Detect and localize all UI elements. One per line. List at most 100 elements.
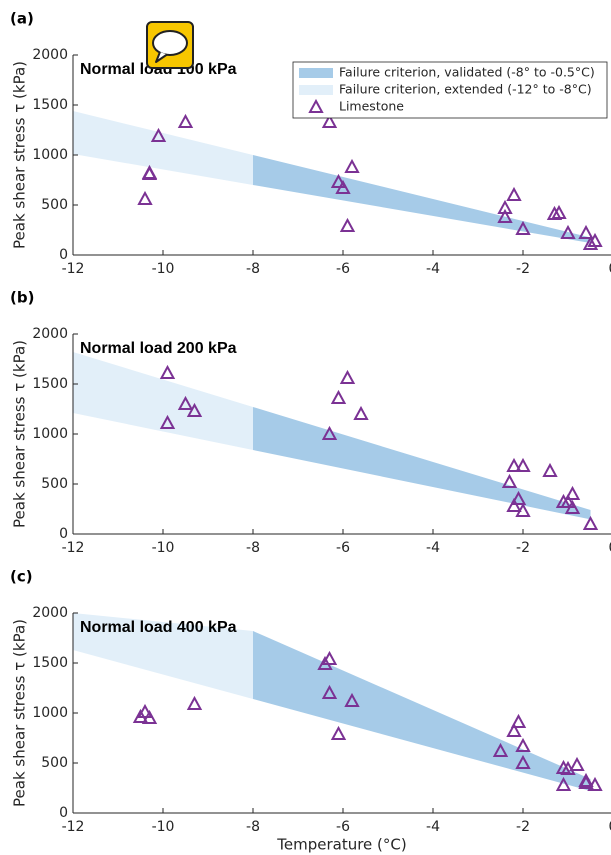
limestone-point xyxy=(137,190,153,205)
x-tick-label: -12 xyxy=(62,261,85,277)
limestone-point xyxy=(159,414,176,429)
y-tick-label: 1500 xyxy=(32,97,68,113)
plot-area xyxy=(73,613,603,791)
limestone-point xyxy=(551,204,567,219)
legend-marker xyxy=(308,98,324,113)
limestone-point xyxy=(339,217,356,232)
x-tick-label: 0 xyxy=(609,261,611,277)
limestone-point xyxy=(506,186,522,201)
limestone-point xyxy=(150,127,167,142)
plots: 0 500 1000 1500 2000 -12 -10 -8 -6 -4 -2 0 (a) Normal… xyxy=(10,10,611,854)
legend-label: Failure criterion, validated (-8° to -0.… xyxy=(339,65,595,80)
limestone-point xyxy=(330,173,347,188)
x-tick-label: -2 xyxy=(516,261,530,277)
y-tick-label: 1500 xyxy=(32,376,68,392)
y-tick-label: 0 xyxy=(59,526,68,542)
x-tick-label: -10 xyxy=(152,540,175,556)
icon-tail[interactable] xyxy=(155,51,168,63)
limestone-point xyxy=(321,113,338,128)
limestone-point xyxy=(159,364,176,379)
x-axis-label: Temperature (°C) xyxy=(276,836,406,854)
limestone-point xyxy=(321,425,338,440)
limestone-point xyxy=(582,515,599,530)
legend-swatch xyxy=(299,68,333,78)
x-tick-label: -8 xyxy=(246,261,260,277)
limestone-point xyxy=(569,756,585,771)
limestone-point xyxy=(510,490,527,505)
panel-label: (b) xyxy=(10,289,34,307)
limestone-point xyxy=(564,485,581,500)
criterion-band xyxy=(253,631,591,791)
legend-label: Failure criterion, extended (-12° to -8°… xyxy=(339,82,592,97)
y-tick-label: 2000 xyxy=(32,47,68,63)
x-tick-label: -2 xyxy=(516,540,530,556)
x-tick-label: -12 xyxy=(62,540,85,556)
x-tick-label: -4 xyxy=(426,819,440,835)
limestone-point xyxy=(510,713,527,728)
limestone-point xyxy=(542,462,558,477)
limestone-point xyxy=(515,502,531,517)
plot-area xyxy=(73,98,603,250)
limestone-point xyxy=(501,473,518,488)
limestone-point xyxy=(353,405,369,420)
limestone-point xyxy=(555,776,572,791)
x-tick-label: -4 xyxy=(426,540,440,556)
panel-title: Normal load 400 kPa xyxy=(80,619,237,636)
y-axis-label: Peak shear stress τ (kPa) xyxy=(11,340,29,528)
limestone-point xyxy=(564,499,581,514)
panel-label: (a) xyxy=(10,10,34,28)
limestone-point xyxy=(137,703,153,718)
panel-title: Normal load 100 kPa xyxy=(80,61,237,78)
x-tick-label: -6 xyxy=(336,819,350,835)
limestone-point xyxy=(506,722,522,737)
limestone-point xyxy=(497,208,513,223)
x-tick-label: 0 xyxy=(609,819,611,835)
limestone-point xyxy=(515,737,531,752)
limestone-point xyxy=(587,776,603,791)
limestone-point xyxy=(177,395,194,410)
limestone-point xyxy=(339,369,356,384)
legend-label: Limestone xyxy=(339,99,404,114)
x-tick-label: 0 xyxy=(609,540,611,556)
x-tick-label: -6 xyxy=(336,540,350,556)
y-tick-label: 2000 xyxy=(32,326,68,342)
y-tick-label: 1500 xyxy=(32,655,68,671)
y-tick-label: 500 xyxy=(41,476,68,492)
limestone-point xyxy=(506,497,522,512)
y-tick-label: 500 xyxy=(41,755,68,771)
limestone-point xyxy=(582,235,599,250)
legend-swatch xyxy=(299,85,333,95)
y-tick-label: 0 xyxy=(59,247,68,263)
icon-bubble[interactable] xyxy=(152,30,188,56)
limestone-point xyxy=(560,493,576,508)
y-tick-label: 500 xyxy=(41,197,68,213)
limestone-point xyxy=(578,774,594,789)
x-tick-label: -2 xyxy=(516,819,530,835)
criterion-band xyxy=(73,352,253,450)
x-tick-label: -4 xyxy=(426,261,440,277)
y-tick-label: 1000 xyxy=(32,147,68,163)
x-tick-label: -6 xyxy=(336,261,350,277)
panel-title: Normal load 200 kPa xyxy=(80,340,237,357)
limestone-point xyxy=(335,179,351,194)
limestone-point xyxy=(186,402,203,417)
limestone-point xyxy=(578,224,594,239)
limestone-point xyxy=(560,224,576,239)
chat-icon[interactable] xyxy=(146,21,194,69)
limestone-point xyxy=(141,165,158,180)
limestone-point xyxy=(515,754,531,769)
panel-label: (c) xyxy=(10,568,33,586)
limestone-point xyxy=(141,709,158,724)
limestone-point xyxy=(186,695,203,710)
criterion-band xyxy=(73,111,253,185)
limestone-point xyxy=(321,684,338,699)
x-tick-label: -8 xyxy=(246,819,260,835)
criterion-band xyxy=(73,613,253,699)
y-tick-label: 0 xyxy=(59,805,68,821)
limestone-point xyxy=(321,650,338,665)
limestone-point xyxy=(330,725,347,740)
x-tick-label: -10 xyxy=(152,261,175,277)
criterion-band xyxy=(253,407,591,520)
limestone-point xyxy=(177,113,194,128)
